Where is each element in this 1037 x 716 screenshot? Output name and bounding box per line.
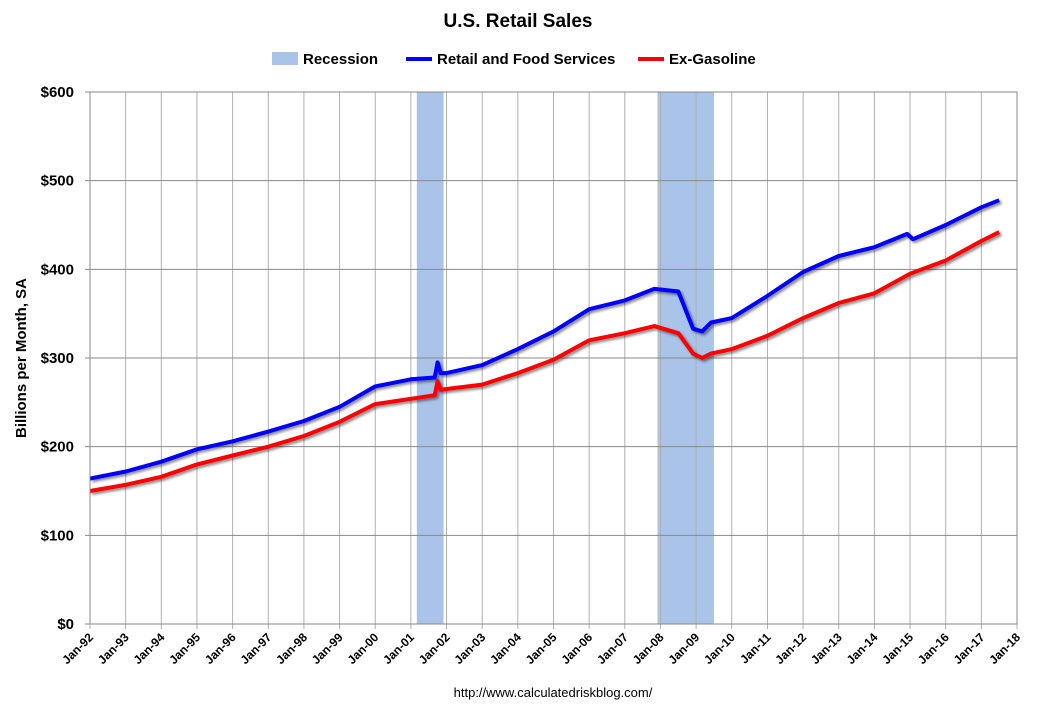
y-tick-label: $600 xyxy=(41,84,74,101)
chart-title: U.S. Retail Sales xyxy=(444,11,593,32)
y-tick-label: $400 xyxy=(41,261,74,278)
x-tick-label: Jan-97 xyxy=(238,630,275,667)
x-tick-label: Jan-14 xyxy=(844,630,881,667)
x-tick-label: Jan-98 xyxy=(273,630,310,667)
legend: Recession Retail and Food Services Ex-Gaso… xyxy=(272,51,756,68)
legend-label: Recession xyxy=(303,51,378,68)
x-tick-label: Jan-04 xyxy=(487,630,524,667)
legend-label: Ex-Gasoline xyxy=(669,51,756,68)
y-tick-label: $0 xyxy=(57,616,74,633)
y-axis-label: Billions per Month, SA xyxy=(13,278,30,438)
x-tick-label: Jan-01 xyxy=(380,630,417,667)
x-tick-label: Jan-08 xyxy=(630,630,667,667)
x-tick-label: Jan-15 xyxy=(879,630,916,667)
y-tick-label: $100 xyxy=(41,527,74,544)
x-tick-label: Jan-17 xyxy=(951,630,988,667)
x-tick-label: Jan-18 xyxy=(986,630,1023,667)
x-tick-label: Jan-94 xyxy=(131,630,168,667)
x-tick-label: Jan-96 xyxy=(202,630,239,667)
x-tick-label: Jan-11 xyxy=(737,630,774,667)
x-tick-label: Jan-16 xyxy=(915,630,952,667)
y-tick-label: $500 xyxy=(41,173,74,190)
x-tick-label: Jan-93 xyxy=(95,630,132,667)
x-tick-label: Jan-03 xyxy=(452,630,489,667)
x-tick-label: Jan-09 xyxy=(665,630,702,667)
series-line-retail-and-food-services xyxy=(89,198,1000,481)
x-tick-label: Jan-13 xyxy=(808,630,845,667)
series-line-ex-gasoline xyxy=(89,230,1001,493)
source-note: http://www.calculatedriskblog.com/ xyxy=(454,685,653,700)
x-tick-label: Jan-07 xyxy=(594,630,631,667)
x-tick-label: Jan-92 xyxy=(59,630,96,667)
x-tick-label: Jan-00 xyxy=(345,630,382,667)
x-tick-label: Jan-10 xyxy=(701,630,738,667)
y-tick-label: $200 xyxy=(41,439,74,456)
x-tick-label: Jan-95 xyxy=(166,630,203,667)
legend-swatch-recession xyxy=(272,52,298,65)
plot-frame xyxy=(89,91,1018,625)
x-tick-label: Jan-99 xyxy=(309,630,346,667)
x-tick-label: Jan-05 xyxy=(523,630,560,667)
x-tick-label: Jan-02 xyxy=(416,630,453,667)
x-tick-label: Jan-06 xyxy=(558,630,595,667)
y-tick-label: $300 xyxy=(41,350,74,367)
legend-label: Retail and Food Services xyxy=(437,51,615,68)
x-tick-label: Jan-12 xyxy=(772,630,809,667)
